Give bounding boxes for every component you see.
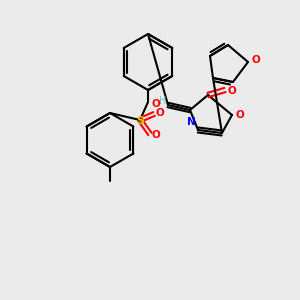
Text: N: N [187, 117, 196, 127]
Text: O: O [235, 110, 244, 120]
Text: O: O [228, 86, 237, 96]
Text: O: O [252, 55, 261, 65]
Text: S: S [136, 116, 144, 126]
Text: O: O [152, 130, 161, 140]
Text: H: H [159, 96, 166, 106]
Text: O: O [156, 108, 165, 118]
Text: O: O [152, 99, 161, 109]
